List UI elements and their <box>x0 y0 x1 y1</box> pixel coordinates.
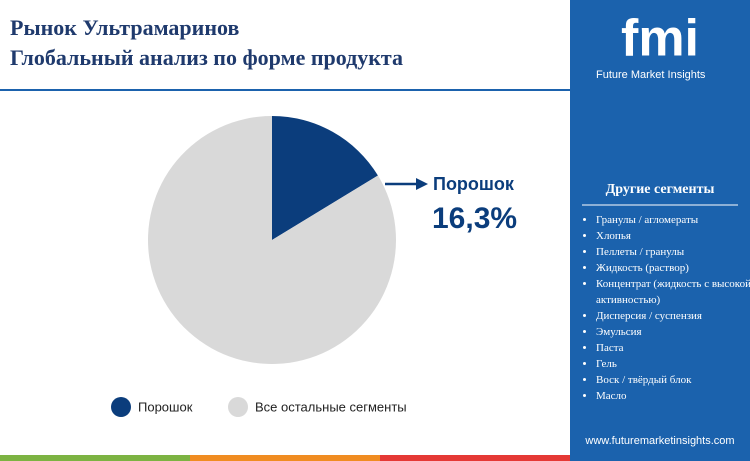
legend-swatch <box>228 397 248 417</box>
segment-item: Воск / твёрдый блок <box>596 372 750 388</box>
callout-arrowhead <box>416 178 428 190</box>
segment-item: Паста <box>596 340 750 356</box>
sidebar-heading: Другие сегменты <box>606 182 715 197</box>
strip <box>0 455 190 461</box>
logo: fmi <box>621 10 699 68</box>
pie-slice <box>272 116 378 240</box>
segment-item: Пеллеты / гранулы <box>596 244 750 260</box>
segment-item: Гель <box>596 356 750 372</box>
legend-label: Порошок <box>138 399 193 414</box>
brand: Future Market Insights <box>596 69 706 81</box>
strip <box>380 455 570 461</box>
legend-label: Все остальные сегменты <box>255 399 407 414</box>
segment-item: Жидкость (раствор) <box>596 260 750 276</box>
segment-item: Гранулы / агломераты <box>596 212 750 228</box>
segment-list: Гранулы / агломератыХлопьяПеллеты / гран… <box>580 212 750 404</box>
callout-value: 16,3% <box>432 202 517 235</box>
strip <box>190 455 380 461</box>
segment-item: Эмульсия <box>596 324 750 340</box>
pie-slice <box>147 116 396 364</box>
segment-item: Концентрат (жидкость с высокой активност… <box>596 276 750 308</box>
sidebar-bg <box>570 0 750 461</box>
segment-item: Масло <box>596 388 750 404</box>
callout-category: Порошок <box>433 174 515 194</box>
segment-item: Хлопья <box>596 228 750 244</box>
url: www.futuremarketinsights.com <box>584 435 734 447</box>
sidebar: Гранулы / агломератыХлопьяПеллеты / гран… <box>570 0 750 461</box>
chart-subtitle: Глобальный анализ по форме продукта <box>10 45 403 70</box>
legend-swatch <box>111 397 131 417</box>
segment-item: Дисперсия / суспензия <box>596 308 750 324</box>
chart-title: Рынок Ультрамаринов <box>10 15 239 40</box>
